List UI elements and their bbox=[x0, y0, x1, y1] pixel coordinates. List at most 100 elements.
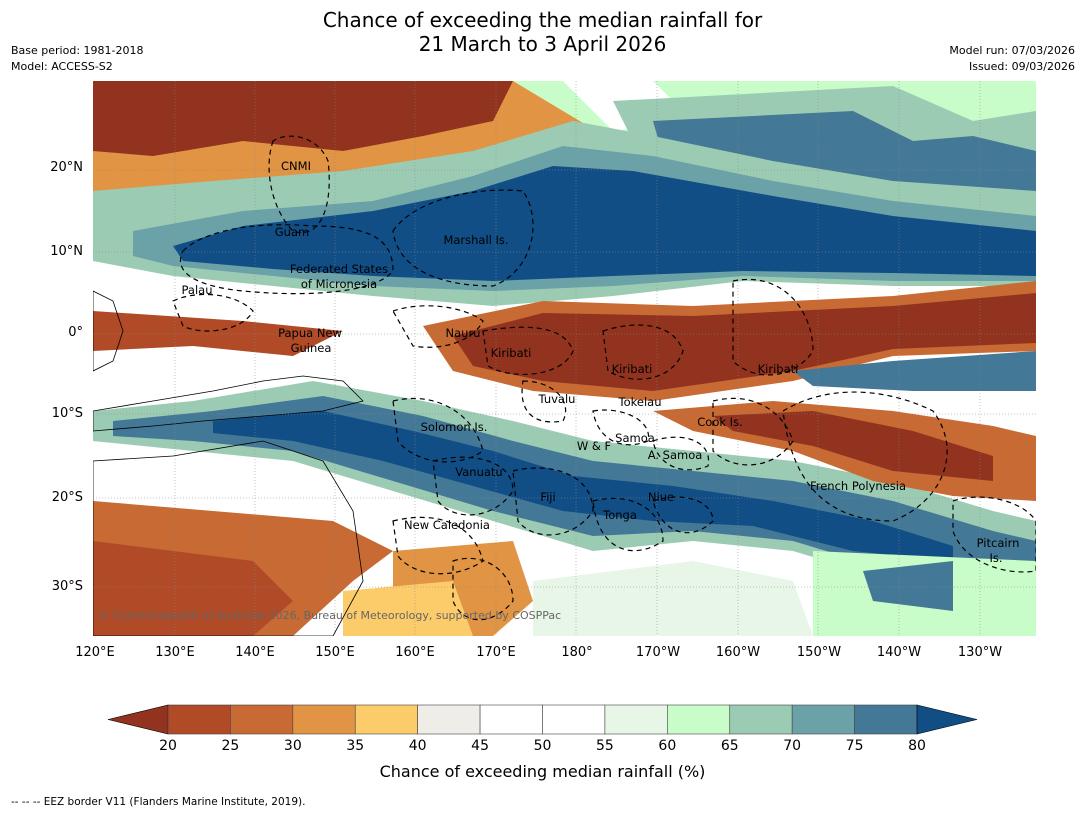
colorbar-tick-label: 70 bbox=[783, 738, 802, 754]
lat-label-10s: 10°S bbox=[51, 406, 83, 421]
philippines-coast bbox=[93, 290, 124, 372]
eez-borders bbox=[172, 135, 1036, 621]
colorbar-segment bbox=[417, 704, 481, 735]
lon-label-170e: 170°E bbox=[476, 645, 516, 660]
label-tokelau: Tokelau bbox=[618, 395, 662, 409]
label-pitcairn-1: Pitcairn bbox=[976, 536, 1020, 550]
lon-label-150e: 150°E bbox=[315, 645, 355, 660]
label-fiji: Fiji bbox=[540, 490, 556, 504]
colorbar-segment bbox=[230, 704, 294, 735]
south-band-core bbox=[213, 411, 953, 561]
lon-label-130e: 130°E bbox=[155, 645, 195, 660]
map-svg bbox=[93, 81, 1036, 636]
colorbar-segment bbox=[854, 704, 918, 735]
colorbar-tick-label: 60 bbox=[658, 738, 677, 754]
fr-poly-dry-core bbox=[713, 411, 993, 481]
colorbar-extend-high bbox=[916, 704, 978, 735]
colorbar-tick-label: 75 bbox=[845, 738, 864, 754]
colorbar-segment bbox=[542, 704, 606, 735]
south-east-blue bbox=[863, 561, 953, 611]
label-french-polynesia: French Polynesia bbox=[809, 479, 907, 493]
label-niue: Niue bbox=[647, 490, 675, 504]
dry-southwest-core bbox=[93, 541, 293, 636]
colorbar-label: Chance of exceeding median rainfall (%) bbox=[379, 762, 706, 781]
rainfall-map bbox=[93, 81, 1036, 636]
label-samoa: Samoa bbox=[615, 431, 655, 445]
label-nauru: Nauru bbox=[445, 326, 481, 340]
lon-label-170w: 170°W bbox=[635, 645, 681, 660]
white-gap bbox=[93, 281, 1036, 326]
label-fsm-2: of Micronesia bbox=[300, 277, 378, 291]
colorbar-segment bbox=[479, 704, 543, 735]
colorbar-tick-label: 45 bbox=[471, 738, 489, 754]
model-run: Model run: 07/03/2026 bbox=[949, 44, 1075, 57]
model-name: Model: ACCESS-S2 bbox=[11, 60, 113, 73]
colorbar-tick-label: 50 bbox=[533, 738, 552, 754]
label-fsm-1: Federated States bbox=[289, 262, 389, 276]
title-line-1: Chance of exceeding the median rainfall … bbox=[322, 8, 763, 32]
label-pitcairn-2: Is. bbox=[989, 551, 1003, 565]
label-kiribati-west: Kiribati bbox=[490, 346, 532, 360]
lon-label-160e: 160°E bbox=[395, 645, 435, 660]
label-png-2: Guinea bbox=[290, 341, 332, 355]
lat-label-20s: 20°S bbox=[51, 490, 83, 505]
colorbar-segment bbox=[167, 704, 231, 735]
label-cook: Cook Is. bbox=[697, 415, 743, 429]
colorbar-tick-label: 35 bbox=[346, 738, 365, 754]
lat-label-20n: 20°N bbox=[50, 160, 83, 175]
red-northwest bbox=[93, 81, 513, 156]
label-new-caledonia: New Caledonia bbox=[404, 518, 490, 532]
label-guam: Guam bbox=[274, 225, 310, 239]
lon-label-150w: 150°W bbox=[796, 645, 842, 660]
colorbar-segment bbox=[292, 704, 356, 735]
label-kiribati-east: Kiribati bbox=[757, 362, 799, 376]
lon-label-130w: 130°W bbox=[957, 645, 1003, 660]
lon-label-140w: 140°W bbox=[876, 645, 922, 660]
lon-label-120e: 120°E bbox=[75, 645, 115, 660]
australia-coast bbox=[93, 440, 364, 636]
label-palau: Palau bbox=[181, 283, 213, 297]
colorbar-tick-label: 20 bbox=[159, 738, 177, 754]
colorbar-extend-low bbox=[107, 704, 169, 735]
base-period: Base period: 1981-2018 bbox=[11, 44, 144, 57]
label-solomon: Solomon Is. bbox=[420, 420, 488, 434]
label-tonga: Tonga bbox=[603, 508, 637, 522]
lon-label-140e: 140°E bbox=[235, 645, 275, 660]
title-line-2: 21 March to 3 April 2026 bbox=[418, 32, 667, 56]
colorbar-tick-label: 25 bbox=[221, 738, 240, 754]
dry-south-yellow bbox=[343, 581, 473, 636]
new-guinea-coast bbox=[93, 375, 364, 432]
label-tuvalu: Tuvalu bbox=[538, 392, 576, 406]
colorbar-segment bbox=[604, 704, 668, 735]
colorbar-tick-label: 65 bbox=[720, 738, 739, 754]
issued-date: Issued: 09/03/2026 bbox=[968, 60, 1075, 73]
eez-footer: -- -- -- EEZ border V11 (Flanders Marine… bbox=[11, 796, 306, 808]
colorbar-tick-label: 80 bbox=[908, 738, 926, 754]
label-png-1: Papua New bbox=[278, 326, 342, 340]
lat-label-10n: 10°N bbox=[50, 244, 83, 259]
colorbar-segment bbox=[791, 704, 855, 735]
colorbar-tick-label: 55 bbox=[595, 738, 614, 754]
colorbar-segment bbox=[729, 704, 793, 735]
label-marshall: Marshall Is. bbox=[443, 233, 509, 247]
lat-label-0: 0° bbox=[68, 325, 83, 340]
label-vanuatu: Vanuatu bbox=[455, 465, 503, 479]
colorbar-segment bbox=[354, 704, 418, 735]
lon-label-160w: 160°W bbox=[715, 645, 761, 660]
colorbar-segment bbox=[667, 704, 731, 735]
graticule bbox=[93, 81, 1036, 636]
label-wallis-futuna: W & F bbox=[576, 439, 612, 453]
dry-west bbox=[93, 311, 343, 356]
east-blue-patch bbox=[793, 351, 1036, 391]
lon-label-180: 180° bbox=[561, 645, 593, 660]
copyright-notice: © Commonwealth of Australia 2026, Bureau… bbox=[98, 609, 562, 622]
label-american-samoa: A. Samoa bbox=[647, 448, 703, 462]
lat-label-30s: 30°S bbox=[51, 579, 83, 594]
colorbar-tick-label: 40 bbox=[408, 738, 427, 754]
colorbar-tick-label: 30 bbox=[283, 738, 302, 754]
south-lightgreen bbox=[533, 561, 813, 636]
dry-band-core bbox=[453, 293, 1036, 391]
colorbar bbox=[107, 704, 978, 735]
label-cnmi: CNMI bbox=[281, 159, 311, 173]
label-kiribati-central: Kiribati bbox=[611, 362, 653, 376]
